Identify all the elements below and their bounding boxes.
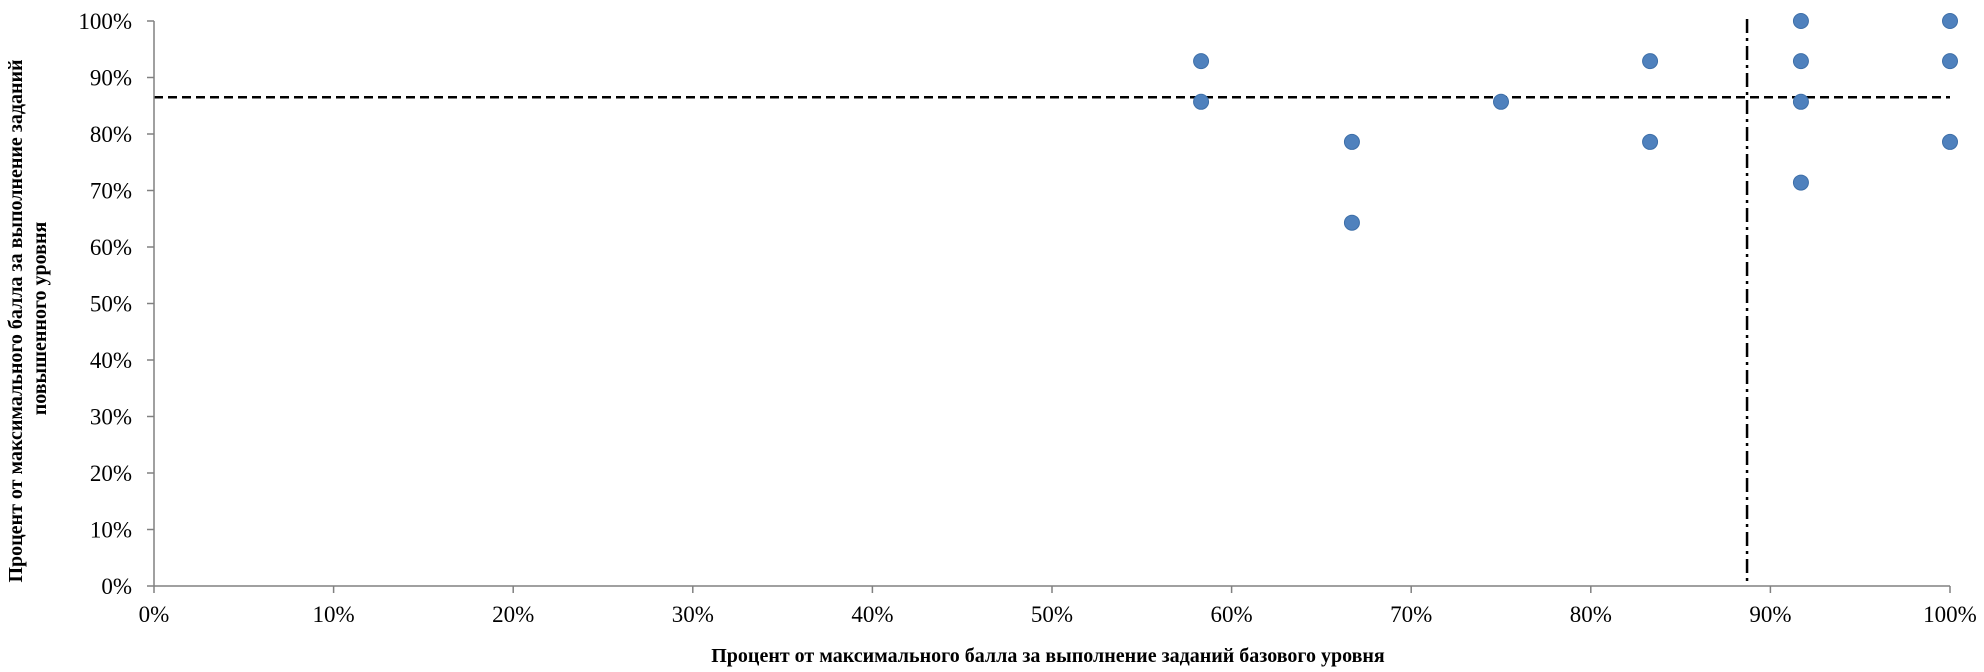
data-point [1642,133,1659,150]
data-points [1193,13,1958,231]
data-point [1343,133,1360,150]
x-tick-label: 30% [672,602,714,627]
x-tick-label: 10% [313,602,355,627]
y-tick-label: 10% [90,518,132,543]
y-tick-label: 60% [90,235,132,260]
x-tick-label: 70% [1390,602,1432,627]
data-point [1193,53,1210,70]
x-tick-label: 50% [1031,602,1073,627]
x-tick-label: 100% [1923,602,1977,627]
y-axis-ticks: 0% 10% 20% 30% 40% 50% 60% 70% 80% 90% 100% [78,9,154,599]
data-point [1942,13,1958,29]
y-tick-label: 30% [90,405,132,430]
y-tick-label: 0% [101,574,132,599]
x-tick-label: 0% [139,602,170,627]
y-axis-title-line-1: Процент от максимального балла за выполн… [5,59,27,582]
y-tick-label: 70% [90,179,132,204]
x-axis-title: Процент от максимального балла за выполн… [711,645,1385,667]
y-tick-label: 50% [90,292,132,317]
data-point [1493,93,1509,110]
axes [153,21,1950,587]
data-point [1642,53,1659,70]
y-tick-label: 20% [90,461,132,486]
data-point [1792,93,1809,110]
y-tick-label: 40% [90,348,132,373]
data-point [1792,174,1809,191]
data-point [1343,214,1360,231]
x-tick-label: 60% [1211,602,1253,627]
x-tick-label: 20% [492,602,534,627]
data-point [1193,93,1210,110]
y-tick-label: 100% [78,9,132,34]
data-point [1792,53,1809,70]
x-tick-label: 40% [851,602,893,627]
data-point [1942,133,1958,150]
y-axis-title: Процент от максимального балла за выполн… [5,54,51,582]
y-tick-label: 80% [90,122,132,147]
data-point [1792,13,1809,29]
x-tick-label: 80% [1570,602,1612,627]
y-tick-label: 90% [90,66,132,91]
data-point [1942,53,1958,70]
y-axis-title-line-2: повышенного уровня [29,222,51,416]
reference-lines [154,19,1950,586]
x-axis-ticks: 0% 10% 20% 30% 40% 50% 60% 70% 80% 90% 100% [139,586,1977,627]
x-tick-label: 90% [1749,602,1791,627]
